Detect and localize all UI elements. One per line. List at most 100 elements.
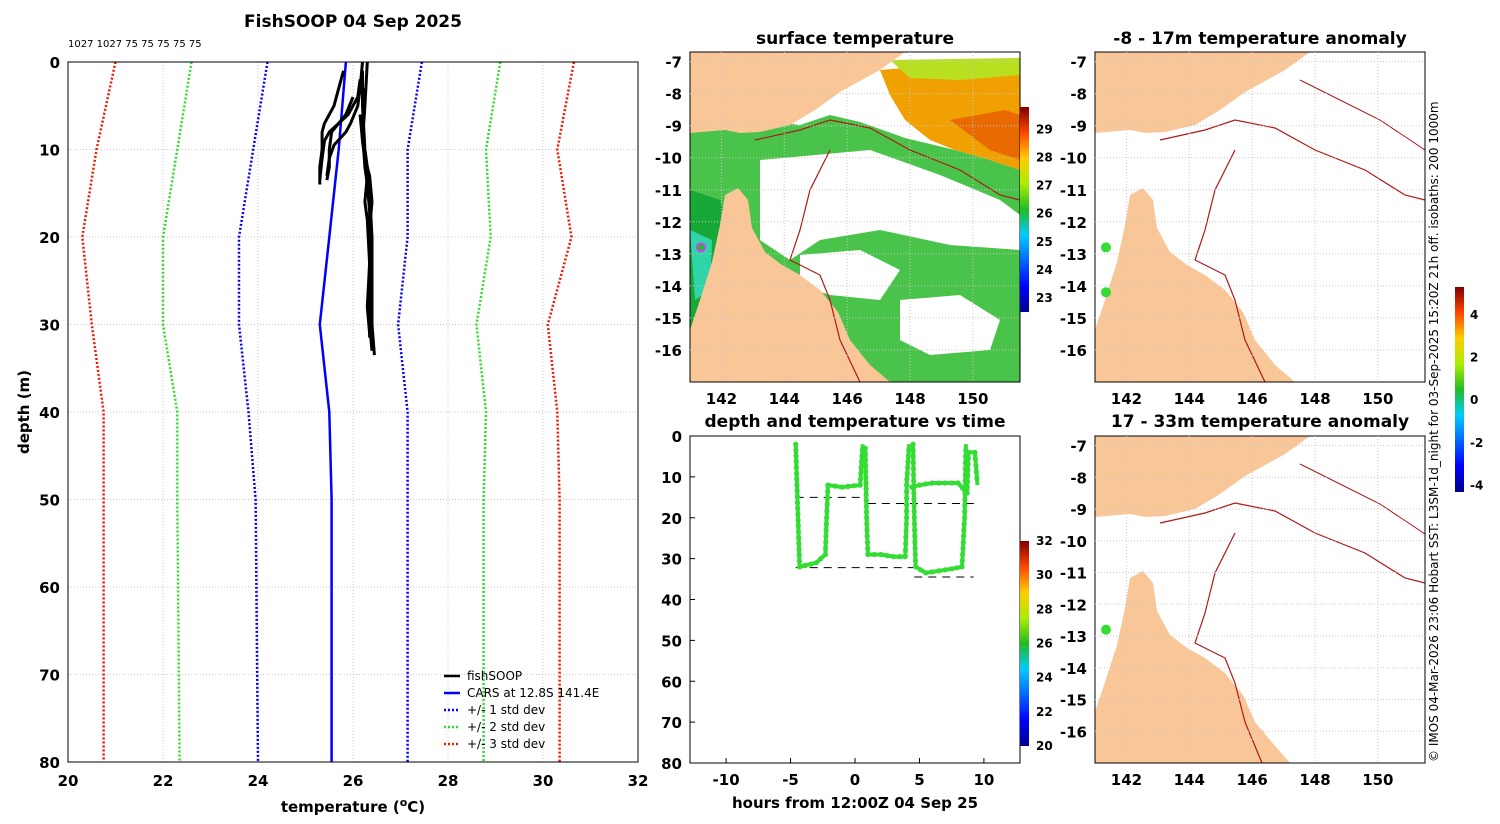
anomaly-deep-axes-box xyxy=(1094,435,1426,764)
timeseries-point xyxy=(962,460,969,466)
timeseries-colorbar-label: 28 xyxy=(1036,602,1053,616)
timeseries-point xyxy=(903,534,909,540)
timeseries-point xyxy=(963,447,969,453)
sst-colorbar-label: 23 xyxy=(1036,291,1053,305)
legend-cars-label: CARS at 12.8S 141.4E xyxy=(467,686,599,700)
sst-land-cape-york xyxy=(690,188,890,382)
timeseries-point xyxy=(962,478,968,484)
timeseries-point xyxy=(912,539,918,545)
timeseries-point xyxy=(972,456,979,462)
timeseries-point xyxy=(832,483,838,489)
timeseries-colorbar-label: 24 xyxy=(1036,671,1053,685)
profile-ytick-label: 70 xyxy=(39,667,60,685)
sst-ytick-label: -9 xyxy=(665,118,682,136)
anomaly-shallow-land-cape-york xyxy=(1095,188,1295,382)
sst-title: surface temperature xyxy=(756,29,954,49)
anomaly-shallow-ytick-label: -14 xyxy=(1060,278,1087,296)
anomaly-deep-xtick-label: 142 xyxy=(1111,771,1142,789)
timeseries-point xyxy=(903,541,909,547)
timeseries-colorbar-label: 32 xyxy=(1036,534,1053,548)
sst-field-yellowgreen xyxy=(890,58,1020,80)
timeseries-point xyxy=(974,475,980,482)
anomaly-shallow-ytick-label: -11 xyxy=(1060,182,1087,200)
timeseries-point xyxy=(904,515,910,521)
timeseries-point xyxy=(813,560,819,566)
timeseries-point xyxy=(802,562,808,569)
timeseries-point xyxy=(911,490,917,496)
profile-ytick-label: 40 xyxy=(39,404,60,422)
anomaly-colorbar-label: 0 xyxy=(1470,393,1478,407)
profile-xtick-label: 20 xyxy=(58,772,79,790)
timeseries-point xyxy=(902,554,908,560)
timeseries-point xyxy=(797,564,803,570)
anomaly-shallow-xtick-label: 144 xyxy=(1174,390,1205,408)
profile-xtick-label: 32 xyxy=(628,772,649,790)
sst-xtick-label: 150 xyxy=(957,390,988,408)
timeseries-point xyxy=(960,545,966,552)
timeseries-point xyxy=(954,565,960,571)
timeseries-point xyxy=(796,540,802,547)
timeseries-point xyxy=(959,564,965,570)
timeseries-point xyxy=(912,551,918,558)
anomaly-deep-isobath-1000 xyxy=(1194,532,1263,763)
profile-ytick-label: 50 xyxy=(39,492,60,510)
anomaly-shallow-xtick-label: 150 xyxy=(1362,390,1393,408)
anomaly-deep-ytick-label: -12 xyxy=(1060,596,1087,614)
timeseries-point xyxy=(923,570,929,576)
timeseries-point xyxy=(863,463,869,469)
timeseries-point xyxy=(823,539,829,545)
timeseries-point xyxy=(823,521,830,527)
timeseries-ytick-label: 0 xyxy=(672,428,682,446)
anomaly-shallow-ytick-label: -7 xyxy=(1070,54,1087,72)
timeseries-xtick-label: -10 xyxy=(713,771,740,789)
profile-std3-hi-line xyxy=(546,61,576,762)
timeseries-point xyxy=(793,441,799,447)
timeseries-ytick-label: 30 xyxy=(661,551,682,569)
anomaly-shallow-title: -8 - 17m temperature anomaly xyxy=(1113,29,1406,49)
timeseries-point xyxy=(891,554,897,560)
anomaly-shallow-xtick-label: 148 xyxy=(1299,390,1330,408)
timeseries-point xyxy=(862,451,869,457)
timeseries-point xyxy=(962,472,968,478)
timeseries-point xyxy=(961,533,967,539)
timeseries-point xyxy=(796,558,803,564)
legend-std2-label: +/- 2 std dev xyxy=(467,720,545,734)
anomaly-deep-xtick-label: 150 xyxy=(1362,771,1393,789)
timeseries-point xyxy=(864,515,870,521)
profile-top-label: 1027 1027 75 75 75 75 75 xyxy=(68,39,202,50)
timeseries-point xyxy=(858,464,864,471)
timeseries-point xyxy=(864,533,870,539)
timeseries-point xyxy=(794,488,800,494)
anomaly-shallow-ytick-label: -9 xyxy=(1070,118,1087,136)
anomaly-colorbar-label: -4 xyxy=(1470,479,1483,493)
anomaly-shallow-xtick-label: 146 xyxy=(1236,390,1267,408)
profile-xlabel: temperature (oC) xyxy=(281,796,425,816)
timeseries-point xyxy=(823,527,829,533)
timeseries-colorbar xyxy=(1020,541,1029,746)
timeseries-colorbar-label: 30 xyxy=(1036,568,1053,582)
timeseries-point xyxy=(857,476,864,482)
timeseries-point xyxy=(912,533,918,539)
sst-field-hot xyxy=(950,110,1020,160)
timeseries-point xyxy=(962,490,968,496)
sst-ytick-label: -14 xyxy=(655,278,682,296)
sst-cloud-1 xyxy=(760,150,1020,260)
anomaly-deep-ytick-label: -10 xyxy=(1060,533,1087,551)
timeseries-xtick-label: 0 xyxy=(850,771,860,789)
anomaly-colorbar xyxy=(1455,287,1464,492)
anomaly-deep-ytick-label: -8 xyxy=(1070,469,1087,487)
anomaly-colorbar-group: -4 -2 0 2 4 xyxy=(1455,287,1483,493)
sst-isobath-1000 xyxy=(789,149,861,382)
timeseries-point xyxy=(960,551,966,558)
sst-ytick-label: -10 xyxy=(655,150,682,168)
sst-colorbar-label: 26 xyxy=(1036,207,1053,221)
anomaly-shallow-ytick-label: -8 xyxy=(1070,86,1087,104)
timeseries-point xyxy=(793,447,799,453)
timeseries-point xyxy=(795,517,801,523)
profile-ytick-label: 80 xyxy=(39,754,60,772)
timeseries-point xyxy=(910,460,916,466)
anomaly-shallow-land-png xyxy=(1095,52,1310,133)
timeseries-ytick-label: 70 xyxy=(661,714,682,732)
timeseries-point xyxy=(824,495,831,501)
sst-ytick-label: -16 xyxy=(655,342,682,360)
